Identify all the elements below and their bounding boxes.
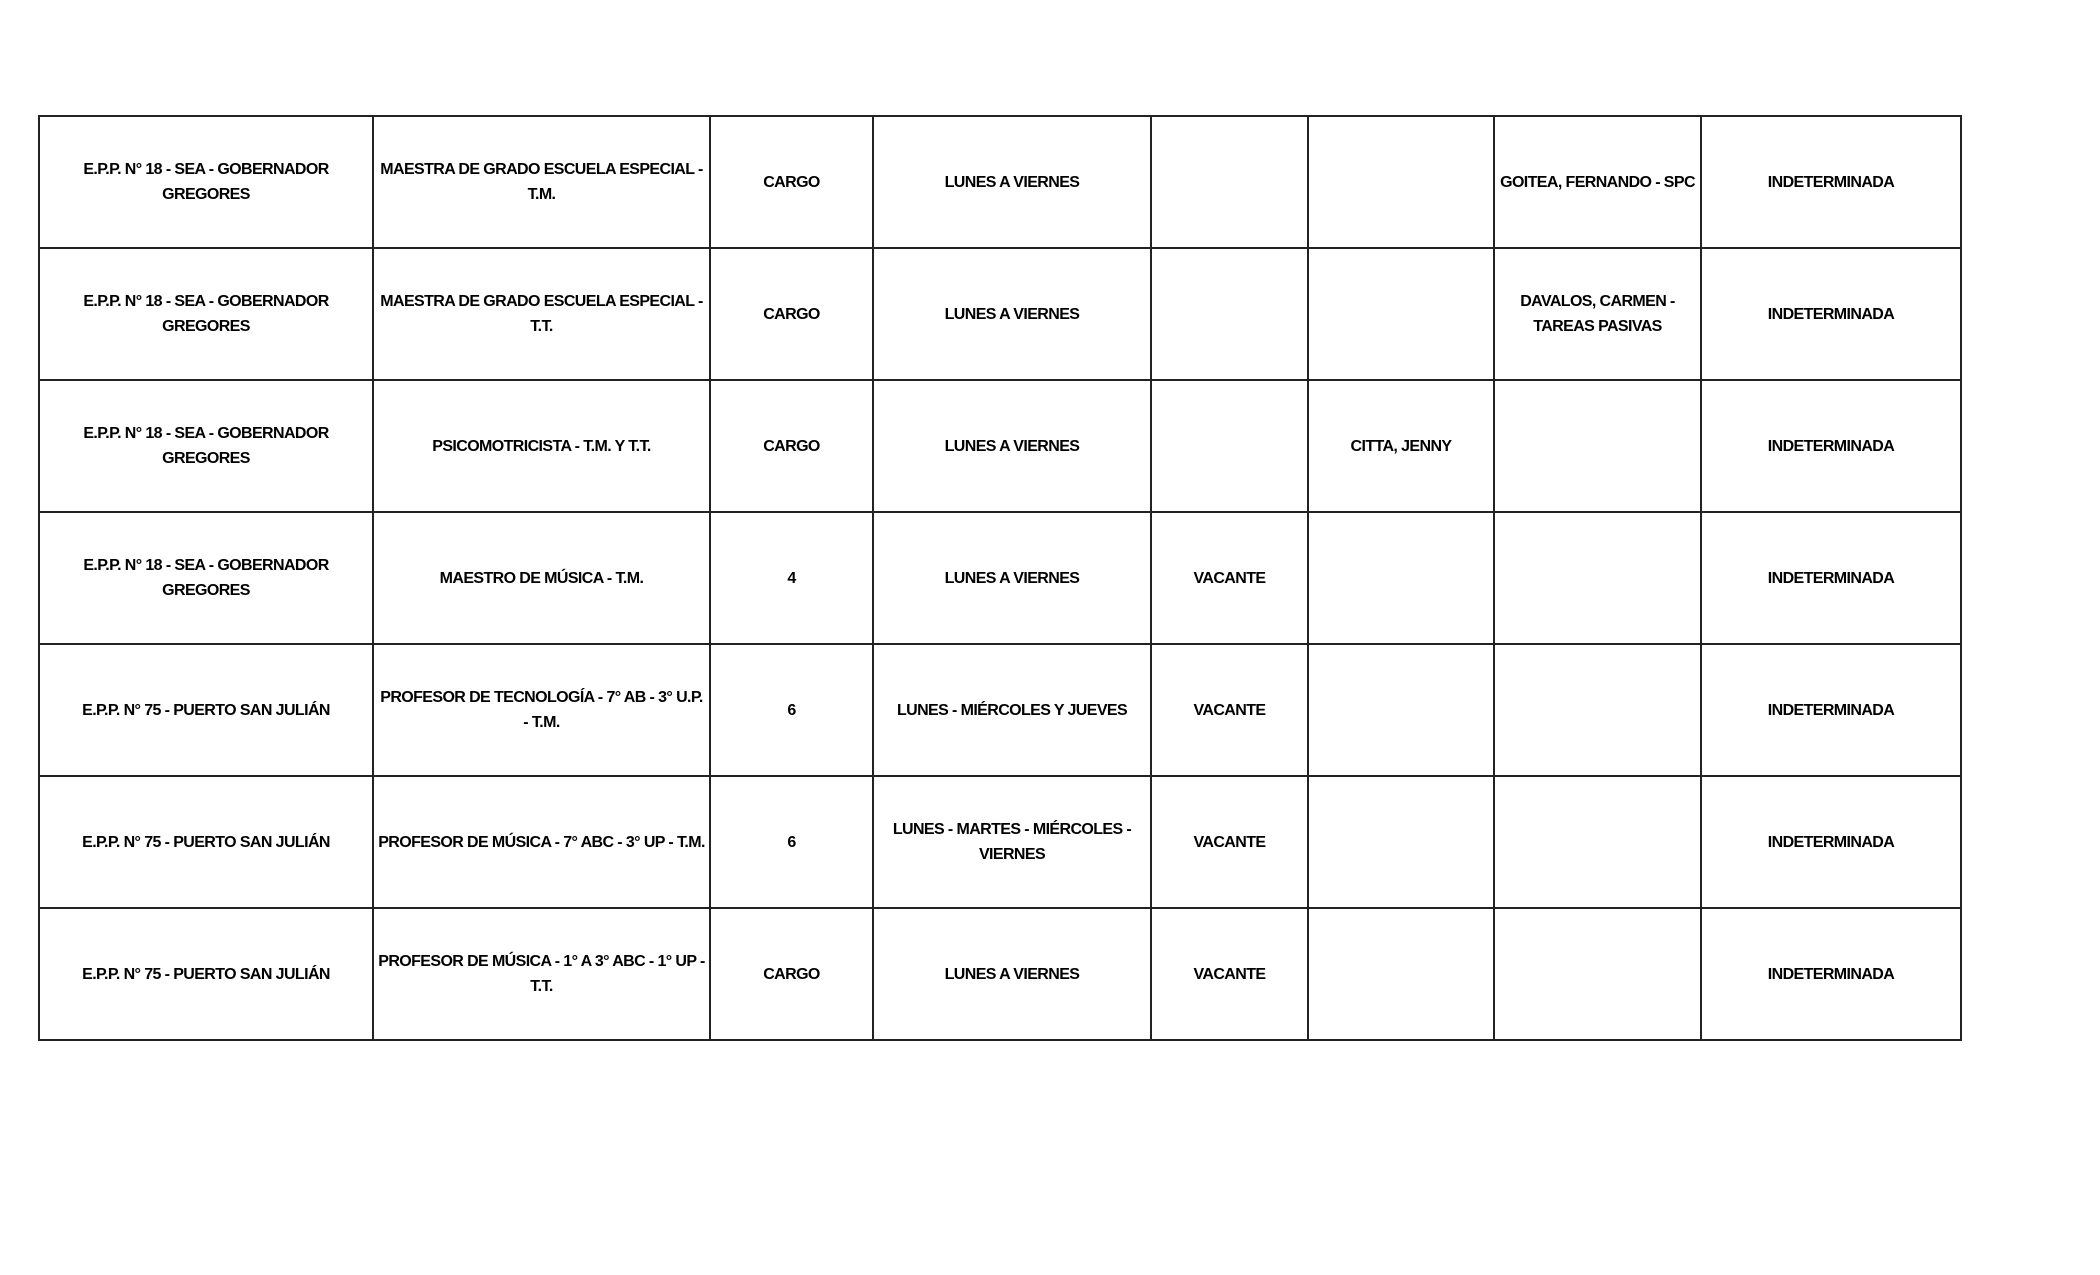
holder-cell [1307, 511, 1495, 645]
position-cell: PROFESOR DE MÚSICA - 7° ABC - 3° UP - T.… [372, 775, 711, 909]
holder-cell [1307, 115, 1495, 249]
status-cell: VACANTE [1150, 907, 1309, 1041]
position-cell: MAESTRA DE GRADO ESCUELA ESPECIAL - T.M. [372, 115, 711, 249]
hours-cell: 6 [709, 643, 874, 777]
schedule-cell: LUNES A VIERNES [872, 907, 1152, 1041]
school-cell: E.P.P. N° 75 - PUERTO SAN JULIÁN [38, 907, 374, 1041]
table-row: E.P.P. N° 18 - SEA - GOBERNADOR GREGORES… [38, 115, 1962, 249]
status-cell: VACANTE [1150, 643, 1309, 777]
table-row: E.P.P. N° 75 - PUERTO SAN JULIÁN PROFESOR… [38, 775, 1962, 909]
duration-cell: INDETERMINADA [1700, 115, 1962, 249]
hours-cell: CARGO [709, 115, 874, 249]
hours-cell: 4 [709, 511, 874, 645]
table-row: E.P.P. N° 18 - SEA - GOBERNADOR GREGORES… [38, 511, 1962, 645]
schedule-cell: LUNES - MARTES - MIÉRCOLES - VIERNES [872, 775, 1152, 909]
duration-cell: INDETERMINADA [1700, 775, 1962, 909]
school-cell: E.P.P. N° 18 - SEA - GOBERNADOR GREGORES [38, 379, 374, 513]
replaced-cell [1493, 775, 1702, 909]
hours-cell: CARGO [709, 247, 874, 381]
holder-cell [1307, 775, 1495, 909]
school-cell: E.P.P. N° 18 - SEA - GOBERNADOR GREGORES [38, 247, 374, 381]
vacancies-table: E.P.P. N° 18 - SEA - GOBERNADOR GREGORES… [38, 115, 1962, 1041]
holder-cell [1307, 247, 1495, 381]
position-cell: MAESTRA DE GRADO ESCUELA ESPECIAL - T.T. [372, 247, 711, 381]
replaced-cell: GOITEA, FERNANDO - SPC [1493, 115, 1702, 249]
status-cell [1150, 115, 1309, 249]
table-row: E.P.P. N° 18 - SEA - GOBERNADOR GREGORES… [38, 379, 1962, 513]
replaced-cell [1493, 379, 1702, 513]
replaced-cell [1493, 907, 1702, 1041]
schedule-cell: LUNES A VIERNES [872, 379, 1152, 513]
holder-cell [1307, 643, 1495, 777]
status-cell: VACANTE [1150, 511, 1309, 645]
school-cell: E.P.P. N° 18 - SEA - GOBERNADOR GREGORES [38, 115, 374, 249]
position-cell: MAESTRO DE MÚSICA - T.M. [372, 511, 711, 645]
status-cell [1150, 247, 1309, 381]
schedule-cell: LUNES - MIÉRCOLES Y JUEVES [872, 643, 1152, 777]
hours-cell: 6 [709, 775, 874, 909]
duration-cell: INDETERMINADA [1700, 511, 1962, 645]
hours-cell: CARGO [709, 379, 874, 513]
holder-cell: CITTA, JENNY [1307, 379, 1495, 513]
school-cell: E.P.P. N° 18 - SEA - GOBERNADOR GREGORES [38, 511, 374, 645]
table-row: E.P.P. N° 75 - PUERTO SAN JULIÁN PROFESOR… [38, 907, 1962, 1041]
position-cell: PROFESOR DE TECNOLOGÍA - 7° AB - 3° U.P.… [372, 643, 711, 777]
hours-cell: CARGO [709, 907, 874, 1041]
replaced-cell [1493, 511, 1702, 645]
position-cell: PSICOMOTRICISTA - T.M. Y T.T. [372, 379, 711, 513]
schedule-cell: LUNES A VIERNES [872, 511, 1152, 645]
school-cell: E.P.P. N° 75 - PUERTO SAN JULIÁN [38, 775, 374, 909]
schedule-cell: LUNES A VIERNES [872, 115, 1152, 249]
holder-cell [1307, 907, 1495, 1041]
replaced-cell: DAVALOS, CARMEN - TAREAS PASIVAS [1493, 247, 1702, 381]
duration-cell: INDETERMINADA [1700, 643, 1962, 777]
schedule-cell: LUNES A VIERNES [872, 247, 1152, 381]
school-cell: E.P.P. N° 75 - PUERTO SAN JULIÁN [38, 643, 374, 777]
status-cell: VACANTE [1150, 775, 1309, 909]
duration-cell: INDETERMINADA [1700, 379, 1962, 513]
table-row: E.P.P. N° 18 - SEA - GOBERNADOR GREGORES… [38, 247, 1962, 381]
replaced-cell [1493, 643, 1702, 777]
duration-cell: INDETERMINADA [1700, 907, 1962, 1041]
duration-cell: INDETERMINADA [1700, 247, 1962, 381]
status-cell [1150, 379, 1309, 513]
table-row: E.P.P. N° 75 - PUERTO SAN JULIÁN PROFESOR… [38, 643, 1962, 777]
position-cell: PROFESOR DE MÚSICA - 1° A 3° ABC - 1° UP… [372, 907, 711, 1041]
